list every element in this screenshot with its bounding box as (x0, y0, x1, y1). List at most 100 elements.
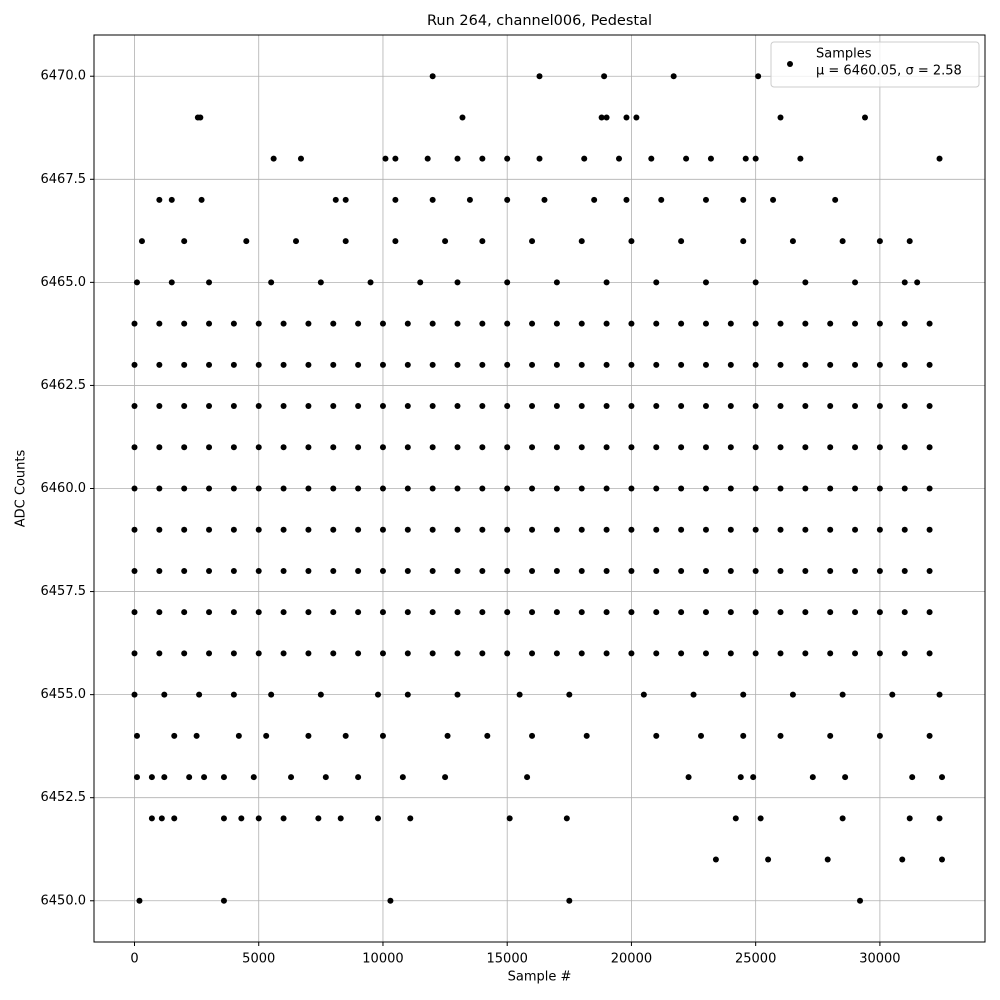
point (529, 320, 536, 327)
point (181, 403, 188, 410)
point (206, 609, 213, 616)
point (553, 279, 560, 286)
point (653, 526, 660, 533)
point (255, 444, 262, 451)
point (355, 650, 362, 657)
point (206, 444, 213, 451)
point (280, 650, 287, 657)
point (504, 361, 511, 368)
point (852, 361, 859, 368)
point (504, 403, 511, 410)
point (255, 609, 262, 616)
point (876, 732, 883, 739)
point (536, 73, 543, 80)
point (802, 526, 809, 533)
point (454, 650, 461, 657)
point (852, 526, 859, 533)
point (454, 485, 461, 492)
point (206, 650, 213, 657)
point (578, 238, 585, 245)
point (161, 774, 168, 781)
point (270, 155, 277, 162)
y-tick-label: 6452.5 (41, 790, 87, 805)
point (404, 444, 411, 451)
point (131, 526, 138, 533)
point (230, 609, 237, 616)
point (479, 403, 486, 410)
point (156, 361, 163, 368)
point (553, 444, 560, 451)
point (404, 567, 411, 574)
point (670, 73, 677, 80)
point (842, 774, 849, 781)
point (330, 567, 337, 574)
point (330, 361, 337, 368)
point (268, 279, 275, 286)
point (653, 279, 660, 286)
point (702, 403, 709, 410)
point (628, 609, 635, 616)
point (454, 609, 461, 616)
point (305, 526, 312, 533)
point (628, 238, 635, 245)
point (678, 650, 685, 657)
point (553, 650, 560, 657)
point (852, 320, 859, 327)
point (752, 609, 759, 616)
point (156, 567, 163, 574)
point (181, 444, 188, 451)
point (454, 279, 461, 286)
point (404, 403, 411, 410)
point (707, 155, 714, 162)
point (777, 526, 784, 533)
point (752, 320, 759, 327)
point (752, 361, 759, 368)
point (201, 774, 208, 781)
point (379, 609, 386, 616)
point (777, 320, 784, 327)
point (603, 526, 610, 533)
point (342, 732, 349, 739)
point (936, 155, 943, 162)
point (322, 774, 329, 781)
point (330, 485, 337, 492)
point (752, 567, 759, 574)
point (926, 526, 933, 533)
point (255, 526, 262, 533)
point (330, 526, 337, 533)
point (603, 279, 610, 286)
point (603, 444, 610, 451)
point (429, 73, 436, 80)
point (330, 403, 337, 410)
point (429, 567, 436, 574)
point (727, 403, 734, 410)
point (827, 609, 834, 616)
point (330, 650, 337, 657)
point (876, 609, 883, 616)
point (479, 526, 486, 533)
point (777, 609, 784, 616)
point (578, 567, 585, 574)
point (578, 485, 585, 492)
point (712, 856, 719, 863)
point (196, 691, 203, 698)
point (583, 732, 590, 739)
point (220, 774, 227, 781)
point (392, 196, 399, 203)
point (404, 485, 411, 492)
point (752, 279, 759, 286)
point (156, 196, 163, 203)
point (131, 650, 138, 657)
point (876, 361, 883, 368)
legend-label: Samples (816, 47, 872, 62)
point (802, 279, 809, 286)
point (628, 650, 635, 657)
point (156, 650, 163, 657)
point (280, 361, 287, 368)
point (504, 526, 511, 533)
point (901, 279, 908, 286)
point (230, 403, 237, 410)
point (876, 526, 883, 533)
point (429, 361, 436, 368)
